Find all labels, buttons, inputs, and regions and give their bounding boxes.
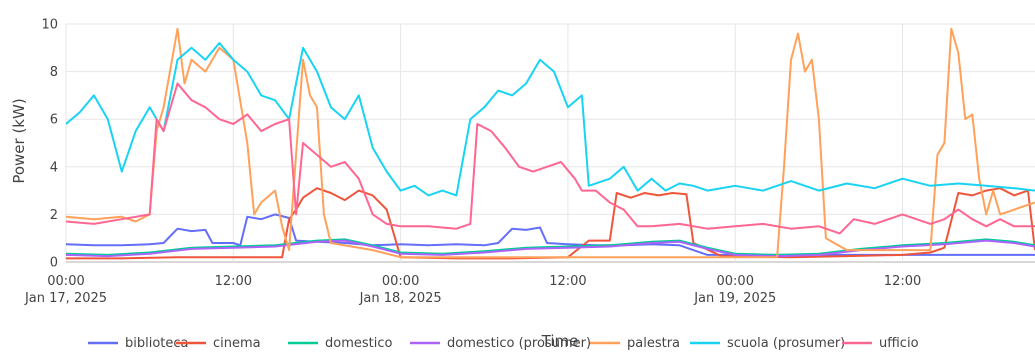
- x-tick-time-label: 12:00: [215, 274, 252, 289]
- legend-label: scuola (prosumer): [727, 336, 845, 351]
- series-layer: [66, 27, 1035, 260]
- legend: biblioteca cinema domestico domestico (pros…: [88, 336, 919, 351]
- legend-item-scuola-prosumer[interactable]: scuola (prosumer): [690, 336, 845, 351]
- legend-item-palestra[interactable]: palestra: [590, 336, 680, 351]
- y-tick-label: 0: [50, 256, 58, 271]
- y-tick-label: 4: [50, 160, 58, 175]
- legend-item-biblioteca[interactable]: biblioteca: [88, 336, 189, 351]
- y-tick-label: 2: [50, 208, 58, 223]
- grid-layer: [65, 23, 1035, 263]
- axis-layer: 0 2 4 6 8 10 00:00 Jan 17, 2025 12:00 00:00 Jan 18…: [24, 18, 921, 307]
- x-tick-date-label: Jan 19, 2025: [693, 291, 776, 306]
- x-tick-date-label: Jan 18, 2025: [359, 291, 442, 306]
- y-tick-label: 8: [50, 65, 58, 80]
- series-line-domestico-prosumer[interactable]: [66, 239, 1035, 258]
- legend-label: palestra: [627, 336, 680, 351]
- series-line-palestra[interactable]: [66, 27, 1035, 259]
- legend-label: domestico: [325, 336, 392, 351]
- legend-item-domestico[interactable]: domestico: [288, 336, 392, 351]
- x-tick-time-label: 12:00: [549, 274, 586, 289]
- legend-item-domestico-prosumer[interactable]: domestico (prosumer): [410, 336, 591, 351]
- x-tick-date-label: Jan 17, 2025: [24, 291, 107, 306]
- series-line-scuola-prosumer[interactable]: [66, 42, 1035, 197]
- y-tick-label: 6: [50, 113, 58, 128]
- legend-label: cinema: [213, 336, 261, 351]
- x-tick-time-label: 00:00: [47, 274, 84, 289]
- series-line-ufficio[interactable]: [66, 82, 1035, 235]
- x-tick-time-label: 00:00: [717, 274, 754, 289]
- series-line-biblioteca[interactable]: [66, 213, 1035, 256]
- legend-item-ufficio[interactable]: ufficio: [842, 336, 919, 351]
- legend-label: domestico (prosumer): [447, 336, 591, 351]
- legend-label: biblioteca: [125, 336, 189, 351]
- legend-label: ufficio: [879, 336, 919, 351]
- series-line-domestico[interactable]: [66, 238, 1035, 256]
- y-axis-title: Power (kW): [10, 98, 28, 183]
- y-tick-label: 10: [41, 18, 58, 33]
- x-tick-time-label: 00:00: [382, 274, 419, 289]
- series-line-cinema[interactable]: [66, 187, 1035, 260]
- x-tick-time-label: 12:00: [884, 274, 921, 289]
- legend-item-cinema[interactable]: cinema: [176, 336, 261, 351]
- x-axis-title: Time: [541, 332, 579, 350]
